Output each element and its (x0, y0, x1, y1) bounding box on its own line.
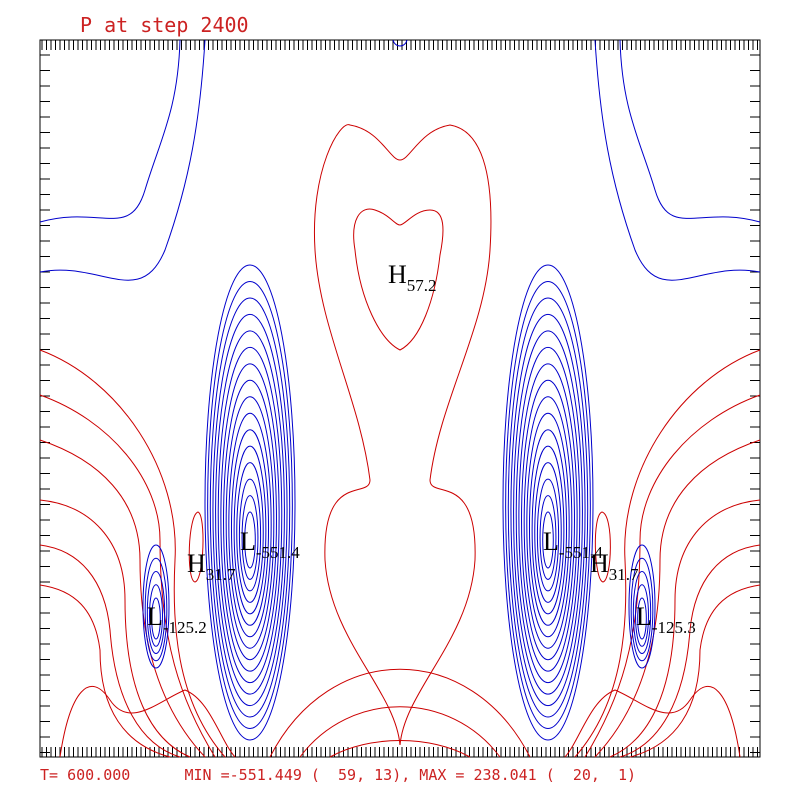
contour-line (513, 330, 583, 695)
contour-line (39, 39, 206, 281)
contour-line (233, 445, 267, 615)
contour-line (619, 544, 761, 758)
contour-line (212, 313, 288, 707)
contour-line (564, 686, 741, 758)
contour-line (144, 557, 168, 662)
contour-line (521, 379, 575, 661)
footer-text: T= 600.000 MIN =-551.449 ( 59, 13), MAX … (40, 766, 636, 784)
extremum-value: -551.4 (256, 543, 300, 562)
contour-line (151, 597, 161, 640)
extremum-value: -125.3 (652, 618, 696, 637)
extremum-value: 31.7 (609, 565, 639, 584)
contour-line (228, 412, 272, 638)
contour-line (534, 462, 562, 603)
contour-line (39, 544, 181, 758)
contour-line (609, 499, 761, 758)
contour-line (635, 584, 649, 647)
contour-line (518, 363, 578, 672)
contour-line (39, 584, 171, 758)
contour-line (220, 363, 280, 672)
contour-line (236, 462, 264, 603)
extremum-value: 57.2 (407, 276, 437, 295)
contour-line (269, 668, 531, 758)
extremum-label: H57.2 (388, 260, 437, 295)
contour-line (630, 557, 654, 662)
contour-line (209, 297, 291, 718)
contour-line (244, 511, 256, 569)
extremum-label: H31.7 (590, 549, 639, 584)
extremum-kind: L (636, 602, 652, 631)
contour-line (39, 39, 181, 223)
contour-line (188, 511, 204, 583)
contour-line (507, 297, 589, 718)
contour-line (217, 346, 283, 684)
contour-line (142, 544, 170, 669)
extremum-value: -125.2 (163, 618, 207, 637)
contour-line (215, 330, 285, 695)
extremum-kind: H (590, 549, 609, 578)
positive-contours (39, 124, 761, 758)
contour-line (574, 349, 761, 758)
contour-line (594, 39, 761, 281)
contour-line (594, 511, 611, 583)
contour-line (515, 346, 581, 684)
contour-line (528, 429, 568, 626)
contour-line (149, 584, 163, 647)
contour-line (59, 686, 236, 758)
negative-contours (39, 39, 761, 741)
chart-title: P at step 2400 (80, 13, 249, 37)
contour-line (225, 396, 275, 649)
contour-line (536, 478, 560, 592)
contour-line (146, 571, 166, 654)
contour-line (502, 264, 594, 741)
extremum-kind: H (187, 549, 206, 578)
extremum-label: L-125.3 (636, 602, 696, 637)
contour-line (619, 39, 761, 223)
contour-line (329, 740, 471, 758)
extremum-value: 31.7 (206, 565, 236, 584)
contour-line (207, 280, 293, 730)
contour-line (223, 379, 277, 661)
extremum-kind: L (147, 602, 163, 631)
contour-line (39, 394, 216, 758)
contour-line (531, 445, 565, 615)
extremum-value: -551.4 (559, 543, 603, 562)
extremum-label: L-125.2 (147, 602, 207, 637)
contour-line (39, 439, 206, 758)
contour-line (523, 396, 573, 649)
extremum-kind: L (543, 527, 559, 556)
contour-line (628, 544, 656, 669)
contour-line (241, 495, 259, 580)
contour-line (204, 264, 296, 741)
contour-line (392, 39, 408, 47)
extrema-labels: H57.2L-551.4H31.7L-125.2L-551.4H31.7L-12… (147, 260, 696, 637)
contour-line (505, 280, 591, 730)
contour-line (539, 495, 557, 580)
contour-line (526, 412, 570, 638)
extremum-kind: L (240, 527, 256, 556)
contour-line (637, 597, 647, 640)
contour-line (230, 429, 270, 626)
contour-line (632, 571, 652, 654)
extremum-kind: H (388, 260, 407, 289)
contour-line (510, 313, 586, 707)
contour-line (299, 706, 501, 758)
contour-line (238, 478, 262, 592)
contour-line (39, 349, 226, 758)
contour-line (313, 124, 492, 746)
extremum-label: L-551.4 (240, 527, 300, 562)
plot-frame (39, 39, 761, 758)
contour-line (594, 439, 761, 758)
contour-line (629, 584, 761, 758)
contour-line (584, 394, 761, 758)
contour-line (542, 511, 554, 569)
contour-line (39, 499, 191, 758)
frame-ticks (40, 40, 760, 757)
extremum-label: H31.7 (187, 549, 236, 584)
contour-line (353, 208, 444, 351)
extremum-label: L-551.4 (543, 527, 603, 562)
